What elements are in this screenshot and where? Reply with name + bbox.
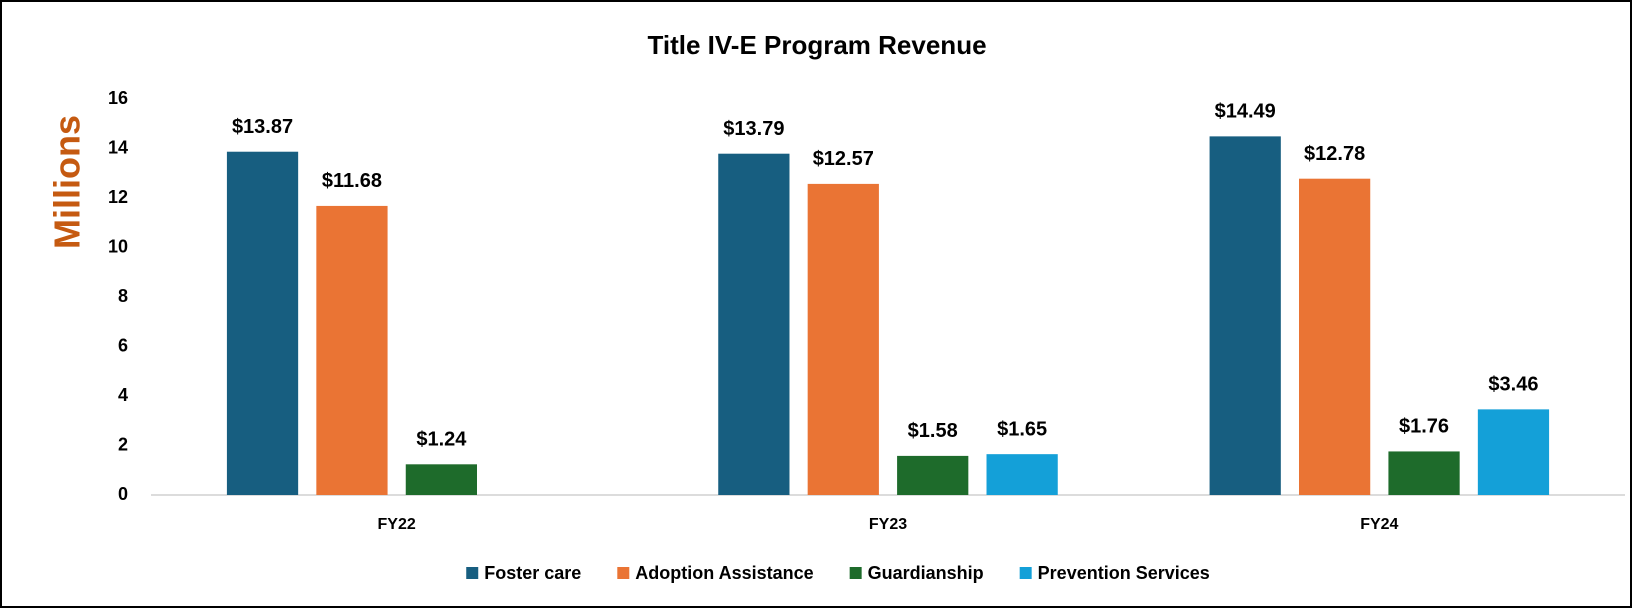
y-tick-label: 12: [108, 187, 128, 207]
bar: [316, 205, 388, 496]
chart-title: Title IV-E Program Revenue: [647, 30, 986, 60]
value-label: $3.46: [1488, 374, 1538, 396]
legend-swatch: [1019, 567, 1032, 579]
y-tick-label: 2: [118, 434, 128, 454]
value-label: $11.68: [322, 170, 382, 192]
x-tick-label: FY23: [869, 516, 907, 533]
value-label: $13.87: [232, 116, 293, 138]
bar: [897, 455, 969, 495]
x-tick-label: FY22: [378, 516, 416, 533]
legend-swatch: [849, 567, 862, 579]
legend-label: Foster care: [484, 563, 581, 583]
bar: [1299, 178, 1371, 495]
value-label: $1.58: [908, 420, 958, 442]
legend-swatch: [617, 567, 630, 579]
bar: [1388, 451, 1460, 495]
y-tick-label: 6: [118, 335, 128, 355]
y-tick-label: 14: [108, 137, 128, 157]
y-tick-label: 4: [118, 385, 128, 405]
value-label: $1.65: [997, 418, 1047, 440]
value-label: $1.76: [1399, 416, 1449, 438]
value-label: $1.24: [416, 429, 467, 451]
bar: [986, 454, 1058, 495]
value-label: $13.79: [723, 118, 784, 140]
y-tick-label: 16: [108, 88, 128, 108]
bar: [405, 464, 477, 495]
legend-label: Prevention Services: [1038, 563, 1210, 583]
y-tick-label: 8: [118, 286, 128, 306]
legend-label: Adoption Assistance: [635, 563, 813, 583]
y-tick-label: 10: [108, 236, 128, 256]
y-axis-label: Millions: [47, 115, 88, 249]
y-tick-label: 0: [118, 484, 128, 504]
bar: [1209, 136, 1281, 495]
value-label: $14.49: [1215, 101, 1276, 123]
x-tick-label: FY24: [1360, 516, 1398, 533]
bar: [807, 183, 879, 495]
bar: [226, 151, 299, 495]
value-label: $12.78: [1304, 143, 1365, 165]
bar: [1477, 409, 1550, 495]
value-label: $12.57: [813, 148, 874, 170]
bar: [718, 153, 790, 495]
legend-swatch: [466, 567, 479, 579]
legend-label: Guardianship: [868, 563, 984, 583]
